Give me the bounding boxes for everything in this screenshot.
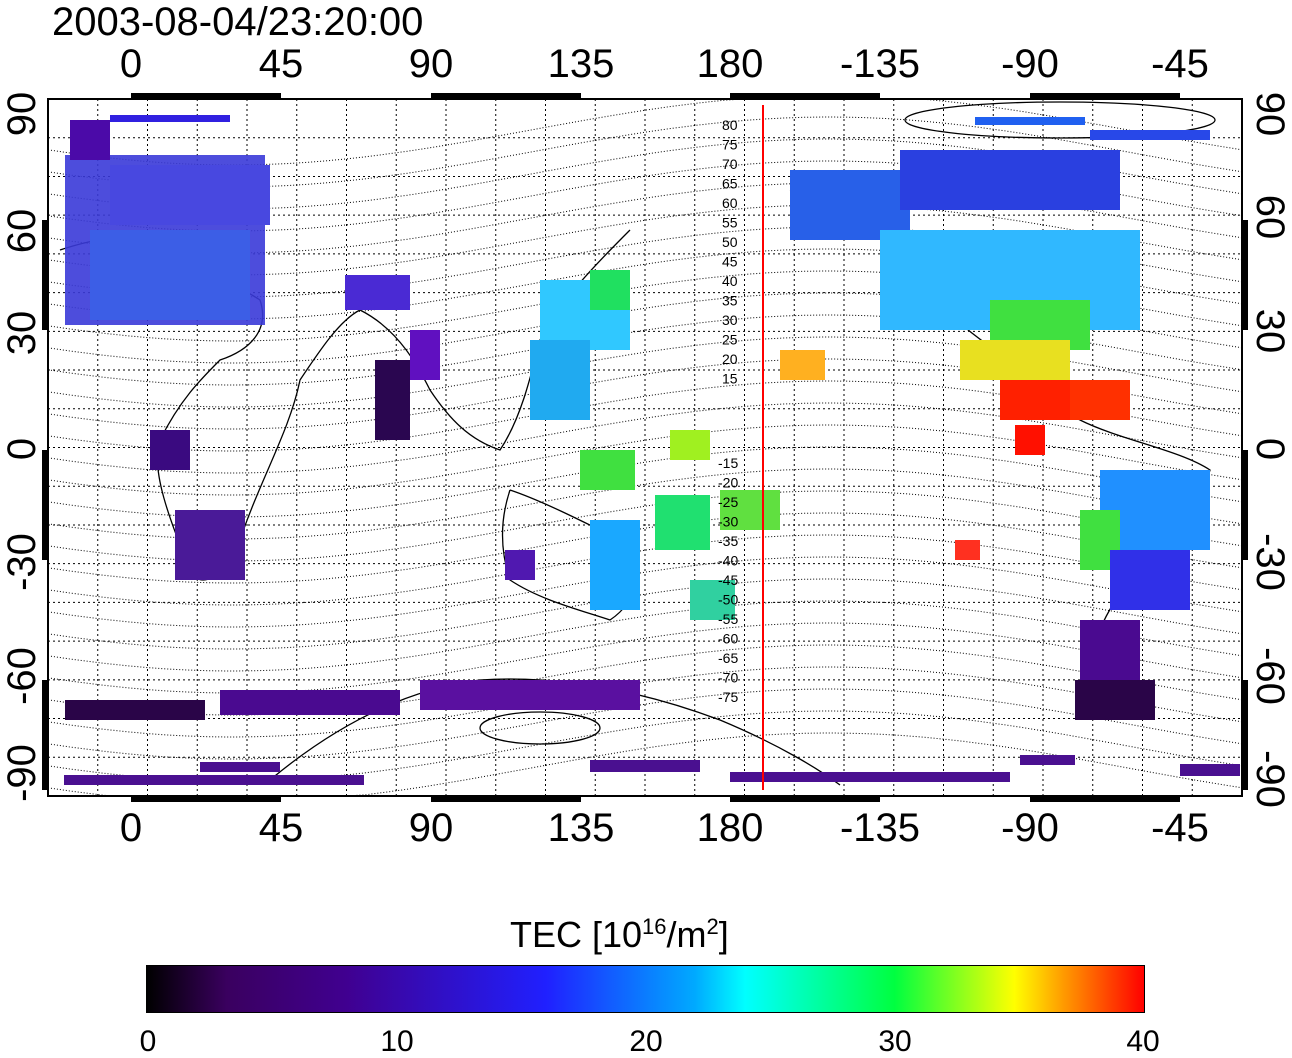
contour-label: -55 [718, 611, 738, 627]
bottom-lon-tick: -135 [839, 806, 921, 850]
bottom-lon-tick: -90 [1001, 806, 1059, 850]
contour-line [47, 600, 1243, 672]
top-lon-tick: 0 [119, 42, 143, 86]
contour-label: 80 [722, 117, 738, 133]
contour-label: -25 [718, 494, 738, 510]
tec-colorbar [146, 965, 1145, 1013]
contour-label: -60 [718, 631, 738, 647]
colorbar-title: TEC [1016/m2] [510, 914, 729, 955]
bottom-lon-tick: -45 [1151, 806, 1209, 850]
contour-label: 70 [722, 156, 738, 172]
contour-label: -75 [718, 689, 738, 705]
bottom-lon-tick: 180 [696, 806, 764, 850]
contour-line [47, 710, 1243, 782]
contour-label: -65 [718, 650, 738, 666]
contour-label: 45 [722, 254, 738, 270]
contour-line [47, 556, 1243, 628]
contour-line [47, 578, 1243, 650]
contour-label: 75 [722, 137, 738, 153]
top-lon-tick: -90 [1001, 42, 1059, 86]
contour-label: -70 [718, 670, 738, 686]
contour-label: 30 [722, 312, 738, 328]
contour-line [47, 512, 1243, 584]
contour-line [47, 666, 1243, 738]
contour-line [47, 204, 1243, 276]
top-lon-tick: 45 [258, 42, 304, 86]
bottom-lon-tick: 0 [119, 806, 143, 850]
tec-data-regions [64, 115, 1240, 785]
timestamp-title: 2003-08-04/23:20:00 [52, 0, 424, 44]
contour-label: -15 [718, 455, 738, 471]
contour-line [47, 534, 1243, 606]
contour-line [47, 116, 1243, 188]
contour-line [47, 468, 1243, 540]
top-lon-tick: 90 [408, 42, 454, 86]
top-lon-tick: -135 [839, 42, 921, 86]
contour-label: 25 [722, 332, 738, 348]
contour-label: -45 [718, 572, 738, 588]
contour-label: 20 [722, 351, 738, 367]
top-lon-tick: 180 [696, 42, 764, 86]
top-lon-tick: -45 [1151, 42, 1209, 86]
colorbar-tick: 10 [380, 1025, 414, 1058]
bottom-lon-tick: 90 [408, 806, 454, 850]
bottom-lon-tick: 135 [547, 806, 615, 850]
contour-label: -30 [718, 514, 738, 530]
contour-label: 60 [722, 195, 738, 211]
contour-label: 55 [722, 215, 738, 231]
contour-label: 35 [722, 293, 738, 309]
contour-line [47, 622, 1243, 694]
contour-line [47, 490, 1243, 562]
colorbar-tick: 20 [629, 1025, 663, 1058]
contour-label: 40 [722, 273, 738, 289]
colorbar-tick: 0 [139, 1025, 157, 1058]
contour-label: -40 [718, 553, 738, 569]
colorbar-tick: 40 [1126, 1025, 1160, 1058]
contour-label: 50 [722, 234, 738, 250]
contour-label: -50 [718, 592, 738, 608]
contour-labels: 80 75 70 65 60 55 50 45 40 35 30 25 20 15 -15 -20 -25 -30… [718, 117, 738, 705]
contour-label: 65 [722, 176, 738, 192]
bottom-lon-tick: 45 [258, 806, 304, 850]
contour-line [47, 446, 1243, 518]
contour-line [47, 688, 1243, 760]
top-lon-tick: 135 [547, 42, 615, 86]
contour-line [47, 644, 1243, 716]
contour-label: 15 [722, 371, 738, 387]
colorbar-tick: 30 [878, 1025, 912, 1058]
contour-line [47, 402, 1243, 474]
axis-bars [42, 93, 1248, 802]
contour-label: -35 [718, 533, 738, 549]
contour-label: -20 [718, 475, 738, 491]
